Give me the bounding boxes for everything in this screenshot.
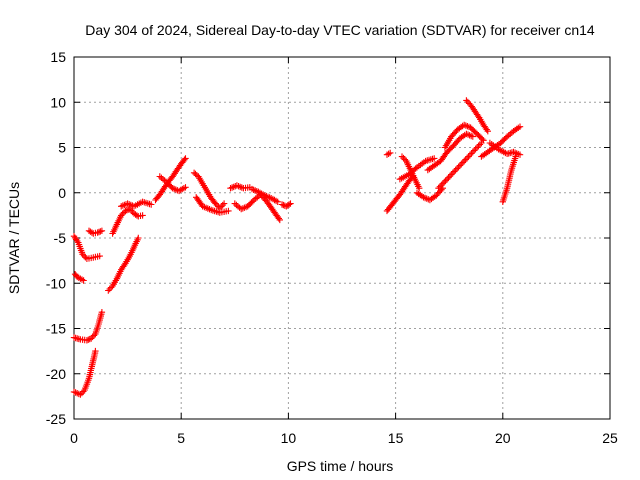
data-point-markers [70,233,103,262]
series-arc-aa [486,139,524,158]
series-arc-q [383,173,416,215]
series-arc-o [248,185,281,205]
series-arc-y [463,97,491,135]
series-arc-u [413,185,446,204]
series-arc-n [231,191,283,224]
series-arc-e [85,227,106,237]
data-point-markers [398,153,423,192]
data-point-markers [105,234,142,294]
data-point-markers [70,309,106,344]
data-point-markers [499,153,519,205]
series-arc-l [193,194,232,216]
series-arc-k [190,169,228,212]
axis-ticks: 0 5 10 15 20 25 -25 -20 -15 -10 -5 0 5 10 15 [46,49,618,446]
data-point-markers [383,173,416,215]
y-tick-label: -15 [46,321,66,337]
grid-lines [74,57,610,419]
series-arc-x [441,121,487,151]
y-axis-label: SDTVAR / TECUs [6,182,22,294]
data-point-markers [156,173,189,195]
series-arc-ab [499,153,519,205]
x-tick-label: 25 [602,430,618,446]
data-point-markers [85,227,106,237]
series-arc-p [278,200,294,210]
data-point-markers [424,130,476,174]
data-point-markers [413,185,446,204]
series-arc-g [109,205,146,237]
series-arc-w [435,139,485,192]
chart-title: Day 304 of 2024, Sidereal Day-to-day VTE… [85,22,595,38]
series-arc-h [118,198,155,210]
data-point-markers [190,169,228,212]
data-point-markers [152,155,189,204]
series-arc-t [398,153,423,192]
x-tick-label: 10 [281,430,297,446]
x-tick-label: 0 [70,430,78,446]
series-arc-r [383,149,394,158]
y-tick-label: -5 [54,230,67,246]
y-tick-label: -10 [46,275,66,291]
data-points [70,97,524,398]
data-point-markers [441,121,487,151]
data-point-markers [486,139,524,158]
x-axis-label: GPS time / hours [287,458,394,474]
data-point-markers [463,97,491,135]
data-point-markers [435,139,485,192]
series-arc-v [424,130,476,174]
data-point-markers [71,271,87,284]
series-arc-f [105,234,142,294]
y-tick-label: 0 [58,185,66,201]
y-tick-label: 15 [50,49,66,65]
y-tick-label: -20 [46,366,66,382]
data-point-markers [231,191,283,224]
data-point-markers [70,347,99,398]
series-arc-d [70,347,99,398]
x-tick-label: 15 [388,430,404,446]
x-tick-label: 20 [495,430,511,446]
data-point-markers [118,198,155,210]
x-tick-label: 5 [177,430,185,446]
data-point-markers [278,200,294,210]
data-point-markers [383,149,394,158]
series-arc-j [156,173,189,195]
data-point-markers [109,205,146,237]
data-point-markers [248,185,281,205]
data-point-markers [227,182,253,192]
series-arc-c [70,309,106,344]
series-arc-i [152,155,189,204]
y-tick-label: 10 [50,94,66,110]
y-tick-label: 5 [58,140,66,156]
y-tick-label: -25 [46,411,66,427]
series-arc-a [70,233,103,262]
data-point-markers [193,194,232,216]
series-arc-m [227,182,253,192]
series-arc-b [71,271,87,284]
